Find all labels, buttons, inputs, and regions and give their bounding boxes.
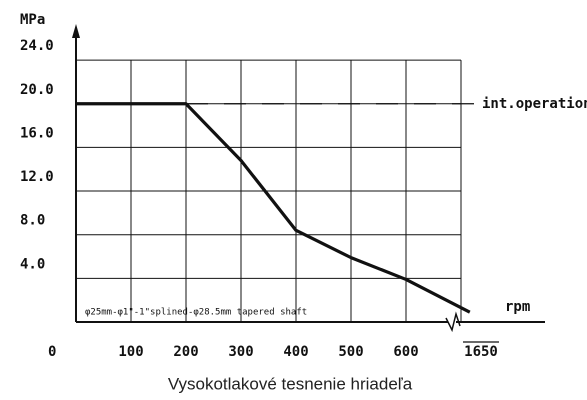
axis-break xyxy=(445,311,461,333)
x-tick-label: 300 xyxy=(228,344,253,360)
x-axis-label: rpm xyxy=(505,299,530,315)
x-tick-label: 400 xyxy=(283,344,308,360)
x-tick-label: 100 xyxy=(118,344,143,360)
y-axis-label: MPa xyxy=(20,12,45,28)
y-tick-label: 20.0 xyxy=(20,82,54,98)
x-tick-label: 1650 xyxy=(464,344,498,360)
y-tick-label: 24.0 xyxy=(20,38,54,54)
x-tick-label: 600 xyxy=(393,344,418,360)
annotation: φ25mm-φ1"-1"splined-φ28.5mm tapered shaf… xyxy=(85,308,307,318)
x-tick-label: 200 xyxy=(173,344,198,360)
y-tick-label: 16.0 xyxy=(20,125,54,141)
y-tick-label: 8.0 xyxy=(20,213,45,229)
chart-title: Vysokotlakové tesnenie hriadeľa xyxy=(168,374,413,393)
y-axis-arrow xyxy=(72,24,80,38)
reference-label: int.operation xyxy=(482,96,587,112)
data-line xyxy=(76,102,471,314)
x-tick-label: 500 xyxy=(338,344,363,360)
y-tick-label: 12.0 xyxy=(20,169,54,185)
y-tick-label: 4.0 xyxy=(20,256,45,272)
y-tick-label: 0 xyxy=(48,344,56,360)
